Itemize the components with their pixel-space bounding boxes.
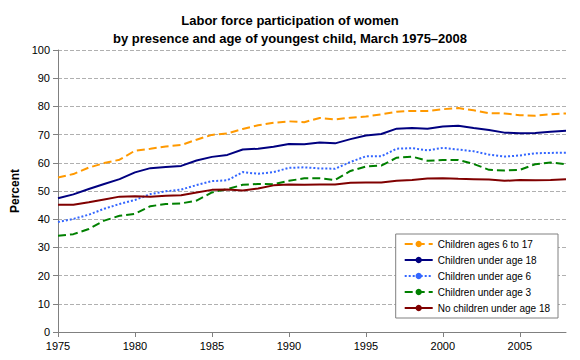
svg-text:2005: 2005	[508, 340, 532, 352]
svg-text:1995: 1995	[354, 340, 378, 352]
svg-text:Children ages 6 to 17: Children ages 6 to 17	[438, 239, 534, 250]
svg-text:20: 20	[38, 270, 50, 282]
svg-text:100: 100	[32, 44, 50, 56]
svg-text:80: 80	[38, 100, 50, 112]
svg-text:50: 50	[38, 185, 50, 197]
svg-text:Percent: Percent	[8, 169, 22, 213]
svg-text:2000: 2000	[431, 340, 455, 352]
svg-text:1975: 1975	[46, 340, 70, 352]
svg-text:1985: 1985	[200, 340, 224, 352]
svg-text:90: 90	[38, 72, 50, 84]
svg-text:60: 60	[38, 157, 50, 169]
svg-text:40: 40	[38, 213, 50, 225]
svg-text:by presence and age of younges: by presence and age of youngest child, M…	[113, 31, 467, 46]
svg-text:30: 30	[38, 241, 50, 253]
svg-text:0: 0	[44, 326, 50, 338]
svg-text:1990: 1990	[277, 340, 301, 352]
svg-text:No children under age 18: No children under age 18	[438, 303, 551, 314]
svg-text:70: 70	[38, 129, 50, 141]
svg-text:Labor force participation of w: Labor force participation of women	[181, 13, 398, 28]
svg-text:1980: 1980	[123, 340, 147, 352]
svg-text:Children under age 6: Children under age 6	[438, 271, 532, 282]
svg-text:Children under age 3: Children under age 3	[438, 287, 532, 298]
svg-text:Children under age 18: Children under age 18	[438, 255, 537, 266]
svg-text:10: 10	[38, 298, 50, 310]
